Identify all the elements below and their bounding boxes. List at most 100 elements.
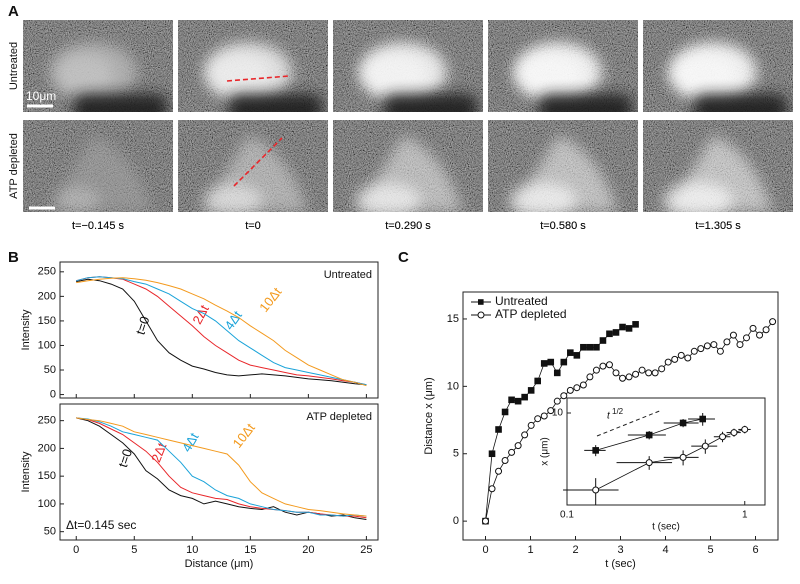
time-label: t=0 (245, 220, 261, 232)
marker (605, 361, 613, 369)
panel-label: B (8, 249, 19, 266)
image (23, 120, 173, 212)
marker (651, 369, 659, 377)
marker (592, 486, 600, 494)
time-label: t=0.580 s (540, 220, 586, 232)
marker (527, 421, 535, 429)
marker (645, 369, 653, 377)
cell-core (203, 184, 263, 212)
micrograph (488, 120, 638, 212)
marker (701, 442, 709, 450)
profile-line (233, 137, 283, 187)
x-tick-label: 0.1 (560, 510, 574, 521)
series-line (76, 417, 367, 517)
shadow (228, 94, 323, 112)
marker (527, 387, 535, 394)
time-label: t=−0.145 s (72, 220, 124, 232)
time-label: t=0.290 s (385, 220, 431, 232)
x-axis-label: Distance (μm) (185, 558, 254, 570)
cell-core (355, 183, 421, 212)
marker (592, 366, 600, 374)
marker (560, 358, 568, 366)
marker (762, 326, 770, 334)
series-line (76, 417, 367, 517)
micrograph (488, 20, 638, 112)
marker (606, 330, 613, 338)
y-tick-label: 0 (453, 515, 459, 527)
cell-core (509, 182, 577, 212)
x-axis-label: t (sec) (652, 522, 680, 533)
marker (645, 431, 653, 439)
image (643, 20, 793, 112)
marker (579, 381, 587, 389)
image (178, 20, 328, 112)
micrograph (178, 20, 328, 112)
y-tick-label: 50 (44, 526, 56, 538)
marker (729, 331, 737, 339)
marker (756, 331, 764, 339)
micrograph (23, 120, 173, 212)
series-line (76, 277, 367, 387)
marker (658, 365, 666, 373)
scale-bar-label: 10μm (26, 89, 56, 103)
micrograph (643, 120, 793, 212)
marker (664, 358, 672, 366)
plot-frame (59, 403, 379, 541)
cell-core (56, 187, 100, 212)
x-tick-label: 25 (360, 544, 372, 556)
marker (592, 447, 599, 454)
marker (508, 448, 516, 456)
annotation: Untreated (324, 269, 372, 281)
series-label: 10Δt (230, 420, 259, 451)
marker (638, 366, 646, 374)
time-label: t=0 (245, 220, 261, 232)
x-tick-label: 1 (527, 544, 533, 556)
marker (703, 342, 711, 350)
annotation: t (607, 411, 611, 422)
x-tick-label: 20 (302, 544, 314, 556)
time-label: t=0.290 s (385, 220, 431, 232)
x-tick-label: 15 (244, 544, 256, 556)
y-tick-label: 200 (38, 442, 56, 454)
y-tick-label: 100 (38, 498, 56, 510)
series-line (76, 276, 367, 386)
series-label: t=0 (133, 314, 153, 336)
y-tick-label: 15 (447, 313, 459, 325)
image (488, 20, 638, 112)
marker (514, 442, 522, 450)
y-tick-label: 150 (38, 470, 56, 482)
series-label: 2Δt (189, 302, 212, 327)
y-tick-label: 150 (38, 315, 56, 327)
y-axis-label: x (μm) (540, 437, 551, 466)
marker (632, 370, 640, 378)
cell-edge (361, 54, 429, 94)
x-tick-label: 1 (742, 510, 748, 521)
cell-edge (56, 54, 114, 94)
marker (553, 397, 561, 405)
marker (593, 343, 600, 351)
cell-core (663, 182, 733, 212)
row-label: Untreated (8, 42, 20, 90)
shadow (693, 94, 788, 112)
marker (743, 334, 750, 342)
series-label: t=0 (115, 447, 135, 469)
micrographs: 10μm (23, 20, 793, 212)
image (488, 120, 638, 212)
marker (632, 321, 639, 328)
marker (495, 467, 503, 475)
y-axis-label: Distance x (μm) (423, 377, 435, 454)
cell-edge (207, 54, 273, 94)
y-tick-label: 10 (552, 408, 564, 419)
marker (501, 408, 509, 416)
note: Δt=0.145 sec (66, 518, 136, 532)
image (23, 20, 173, 112)
x-tick-label: 3 (617, 544, 623, 556)
marker (495, 426, 502, 433)
marker (679, 419, 687, 427)
x-tick-label: 2 (572, 544, 578, 556)
panel-label: A (8, 3, 19, 20)
marker (599, 337, 607, 344)
marker (553, 369, 561, 377)
marker (514, 397, 522, 405)
y-tick-label: 200 (38, 290, 56, 302)
